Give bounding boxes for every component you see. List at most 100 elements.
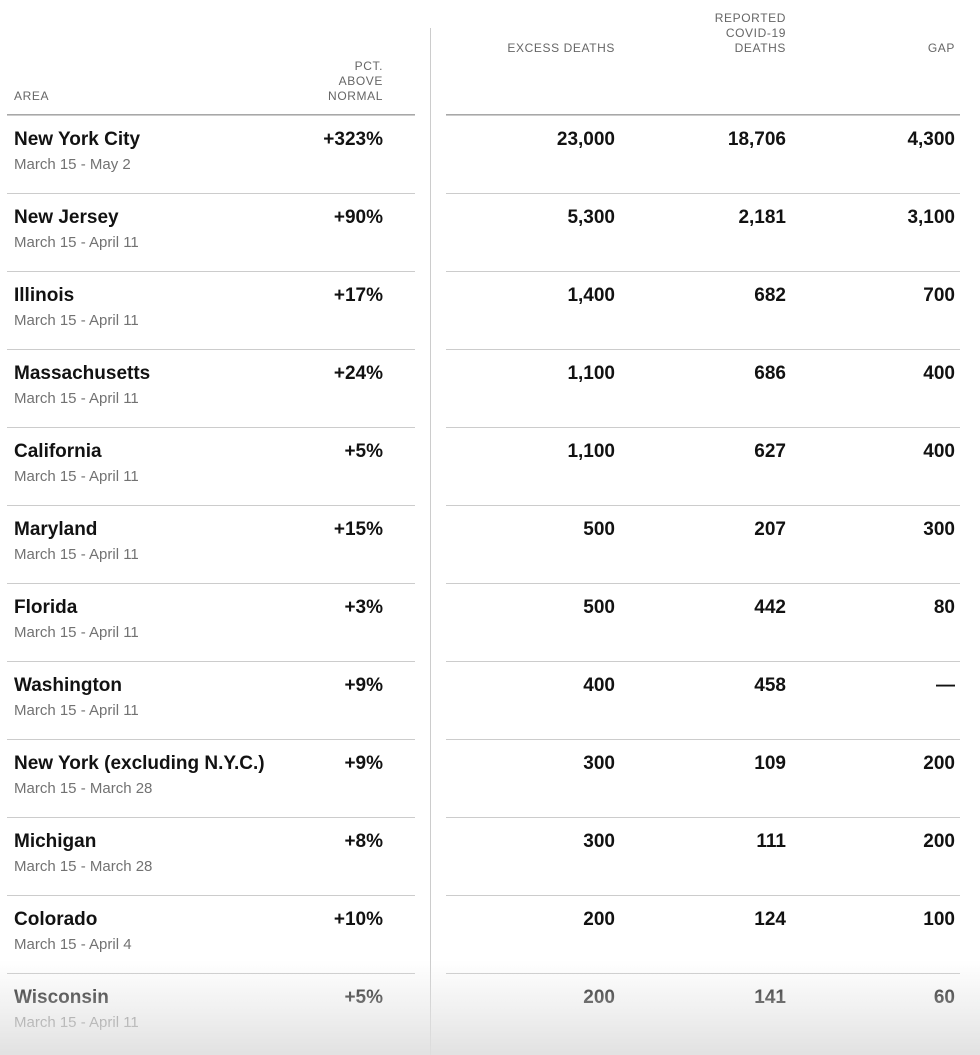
- gap-value: —: [936, 675, 955, 696]
- reported-covid19-deaths-value: 141: [754, 987, 786, 1008]
- pct-above-normal-value: +15%: [333, 519, 383, 540]
- metrics-cell: 1,100 627 400: [446, 427, 960, 505]
- header-right-cell: EXCESS DEATHS REPORTED COVID-19 DEATHS G…: [446, 0, 960, 115]
- pct-above-normal-value: +5%: [344, 987, 383, 1008]
- area-name-line: Colorado +10%: [14, 907, 383, 932]
- area-cell: Maryland +15% March 15 - April 11: [7, 505, 415, 583]
- area-name: Illinois: [14, 285, 75, 306]
- excess-deaths-value: 23,000: [556, 129, 615, 150]
- metrics-cell: 23,000 18,706 4,300: [446, 115, 960, 193]
- area-name: New York City: [14, 129, 141, 150]
- reported-covid19-deaths-value: 686: [754, 363, 786, 384]
- table-row: Washington +9% March 15 - April 11 400 4…: [0, 661, 980, 739]
- excess-deaths-value: 200: [583, 909, 615, 930]
- area-cell: New York (excluding N.Y.C.) +9% March 15…: [7, 739, 415, 817]
- reported-covid19-deaths-value: 207: [754, 519, 786, 540]
- area-cell: Illinois +17% March 15 - April 11: [7, 271, 415, 349]
- panel-gap: [415, 661, 446, 739]
- area-name-line: Washington +9%: [14, 673, 383, 698]
- panel-gap: [415, 505, 446, 583]
- reported-covid19-deaths-value: 442: [754, 597, 786, 618]
- gap-value: 80: [933, 597, 955, 618]
- excess-deaths-value: 1,100: [567, 363, 615, 384]
- reported-covid19-deaths-value: 124: [754, 909, 786, 930]
- table-row: New Jersey +90% March 15 - April 11 5,30…: [0, 193, 980, 271]
- gap-value: 300: [923, 519, 955, 540]
- reported-covid19-deaths-value: 18,706: [727, 129, 786, 150]
- excess-deaths-value: 400: [583, 675, 615, 696]
- panel-gap: [415, 427, 446, 505]
- area-name-line: New Jersey +90%: [14, 205, 383, 230]
- date-range: March 15 - April 4: [14, 936, 132, 953]
- column-header-gap: GAP: [927, 41, 955, 55]
- pct-above-normal-value: +3%: [344, 597, 383, 618]
- excess-deaths-value: 1,400: [567, 285, 615, 306]
- table-body: New York City +323% March 15 - May 2 23,…: [0, 115, 980, 1051]
- panel-gap: [415, 0, 446, 115]
- table-row: New York (excluding N.Y.C.) +9% March 15…: [0, 739, 980, 817]
- reported-covid19-deaths-value: 2,181: [738, 207, 786, 228]
- pct-above-normal-value: +10%: [333, 909, 383, 930]
- area-name: Washington: [14, 675, 122, 696]
- area-cell: California +5% March 15 - April 11: [7, 427, 415, 505]
- area-cell: Wisconsin +5% March 15 - April 11: [7, 973, 415, 1051]
- reported-covid19-deaths-value: 109: [754, 753, 786, 774]
- table-row: Maryland +15% March 15 - April 11 500 20…: [0, 505, 980, 583]
- area-name-line: New York City +323%: [14, 127, 383, 152]
- excess-deaths-value: 300: [583, 753, 615, 774]
- panel-gap: [415, 349, 446, 427]
- area-cell: Washington +9% March 15 - April 11: [7, 661, 415, 739]
- area-cell: New York City +323% March 15 - May 2: [7, 115, 415, 193]
- table-row: Michigan +8% March 15 - March 28 300 111…: [0, 817, 980, 895]
- date-range: March 15 - April 11: [14, 624, 139, 641]
- excess-deaths-value: 1,100: [567, 441, 615, 462]
- gap-value: 400: [923, 441, 955, 462]
- gap-value: 400: [923, 363, 955, 384]
- pct-above-normal-value: +323%: [323, 129, 383, 150]
- table-row: Florida +3% March 15 - April 11 500 442 …: [0, 583, 980, 661]
- panel-gap: [415, 583, 446, 661]
- area-cell: Massachusetts +24% March 15 - April 11: [7, 349, 415, 427]
- area-name-line: Michigan +8%: [14, 829, 383, 854]
- panel-gap: [415, 817, 446, 895]
- date-range: March 15 - April 11: [14, 468, 139, 485]
- table-row: Wisconsin +5% March 15 - April 11 200 14…: [0, 973, 980, 1051]
- panel-gap: [415, 115, 446, 193]
- panel-gap: [415, 973, 446, 1051]
- metrics-cell: 200 124 100: [446, 895, 960, 973]
- pct-above-normal-value: +5%: [344, 441, 383, 462]
- panel-divider: [430, 28, 431, 1055]
- date-range: March 15 - March 28: [14, 858, 153, 875]
- date-range: March 15 - May 2: [14, 156, 131, 173]
- table-row: Massachusetts +24% March 15 - April 11 1…: [0, 349, 980, 427]
- area-name-line: Florida +3%: [14, 595, 383, 620]
- metrics-cell: 300 109 200: [446, 739, 960, 817]
- reported-covid19-deaths-value: 458: [754, 675, 786, 696]
- area-name: Michigan: [14, 831, 97, 852]
- table-row: Colorado +10% March 15 - April 4 200 124…: [0, 895, 980, 973]
- gap-value: 200: [923, 753, 955, 774]
- metrics-cell: 200 141 60: [446, 973, 960, 1051]
- metrics-cell: 500 442 80: [446, 583, 960, 661]
- gap-value: 700: [923, 285, 955, 306]
- pct-above-normal-value: +9%: [344, 753, 383, 774]
- area-name-line: Maryland +15%: [14, 517, 383, 542]
- area-name: Colorado: [14, 909, 98, 930]
- reported-covid19-deaths-value: 627: [754, 441, 786, 462]
- date-range: March 15 - April 11: [14, 234, 139, 251]
- pct-above-normal-value: +24%: [333, 363, 383, 384]
- excess-deaths-value: 500: [583, 519, 615, 540]
- area-name-line: Massachusetts +24%: [14, 361, 383, 386]
- excess-deaths-value: 300: [583, 831, 615, 852]
- area-cell: Michigan +8% March 15 - March 28: [7, 817, 415, 895]
- metrics-cell: 500 207 300: [446, 505, 960, 583]
- area-name: Maryland: [14, 519, 98, 540]
- area-name: Massachusetts: [14, 363, 151, 384]
- area-name: Florida: [14, 597, 78, 618]
- area-name-line: New York (excluding N.Y.C.) +9%: [14, 751, 383, 776]
- table-row: Illinois +17% March 15 - April 11 1,400 …: [0, 271, 980, 349]
- area-cell: New Jersey +90% March 15 - April 11: [7, 193, 415, 271]
- excess-deaths-value: 5,300: [567, 207, 615, 228]
